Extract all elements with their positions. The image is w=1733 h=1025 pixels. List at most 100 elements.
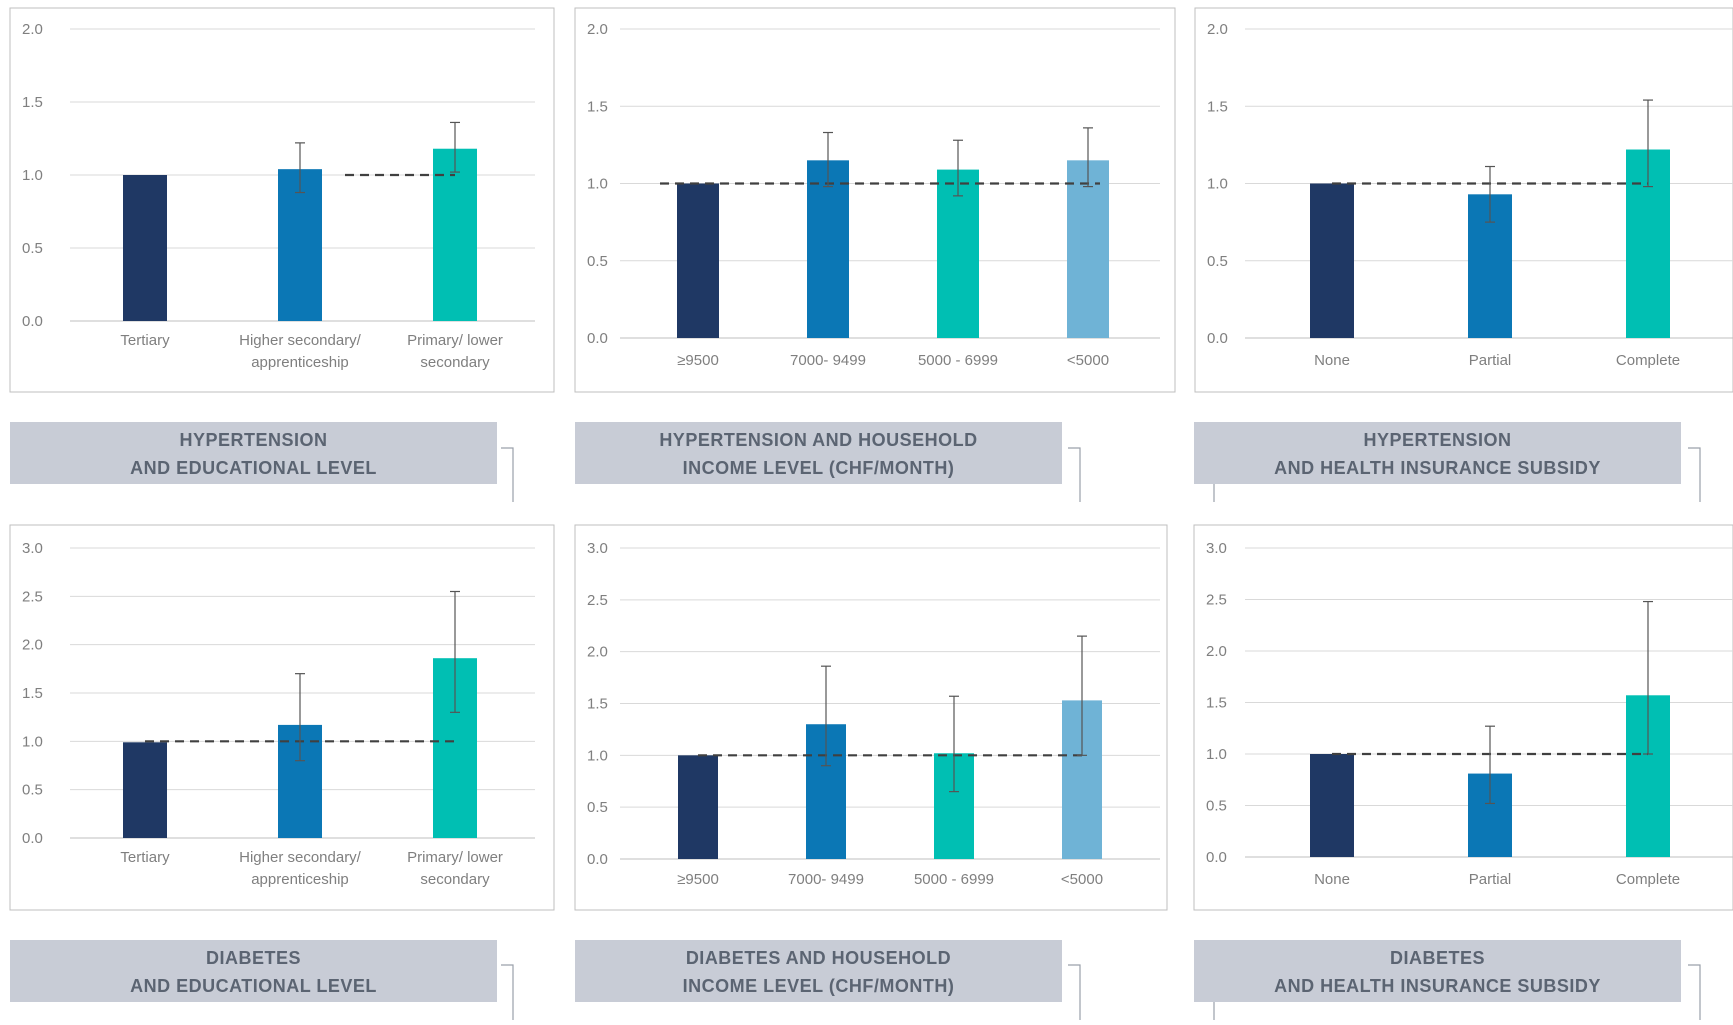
x-tick-label: None — [1314, 871, 1350, 888]
y-tick-label: 2.5 — [22, 588, 43, 605]
bar — [1310, 183, 1354, 338]
bar — [1310, 754, 1354, 857]
y-tick-label: 2.0 — [22, 637, 43, 654]
x-tick-label: Partial — [1469, 352, 1512, 369]
x-tick-label: apprenticeship — [251, 354, 349, 371]
chart-panel-5: 0.0 0.5 1.0 1.5 2.0 2.5 3.0 ≥9500 7000- 9499 5000… — [574, 524, 1168, 1020]
x-tick-label: Higher secondary/ — [239, 332, 362, 349]
y-tick-label: 1.0 — [1207, 176, 1228, 193]
chart-title: INCOME LEVEL (CHF/MONTH) — [683, 976, 955, 996]
bar — [677, 183, 719, 338]
x-tick-label: Tertiary — [120, 332, 170, 349]
chart-title: INCOME LEVEL (CHF/MONTH) — [683, 458, 955, 478]
y-tick-label: 2.0 — [1206, 643, 1227, 660]
y-tick-label: 1.5 — [1206, 695, 1227, 712]
x-tick-label: <5000 — [1067, 352, 1109, 369]
x-tick-label: Primary/ lower — [407, 332, 503, 349]
x-tick-label: Primary/ lower — [407, 849, 503, 866]
x-tick-label: 5000 - 6999 — [918, 352, 998, 369]
y-tick-label: 3.0 — [1206, 540, 1227, 557]
y-tick-label: 1.0 — [22, 733, 43, 750]
y-tick-label: 3.0 — [587, 540, 608, 557]
chart-panel-3: 0.0 0.5 1.0 1.5 2.0 None Partial Complete HYPERT… — [1194, 7, 1733, 502]
chart-title-banner — [575, 422, 1062, 484]
chart-title: HYPERTENSION — [179, 430, 327, 450]
x-tick-label: 7000- 9499 — [788, 871, 864, 888]
y-tick-label: 2.0 — [1207, 21, 1228, 38]
chart-panel-2: 0.0 0.5 1.0 1.5 2.0 ≥9500 7000- 9499 5000 - 699… — [574, 7, 1176, 502]
chart-title: AND HEALTH INSURANCE SUBSIDY — [1274, 458, 1601, 478]
y-tick-label: 0.5 — [22, 240, 43, 257]
chart-title-banner — [575, 940, 1062, 1002]
chart-panel-4: 0.0 0.5 1.0 1.5 2.0 2.5 3.0 Tertiary Higher seco… — [9, 524, 555, 1020]
bar — [123, 175, 167, 321]
banner-bracket — [501, 964, 514, 1020]
chart-title: DIABETES AND HOUSEHOLD — [686, 948, 951, 968]
bar — [1067, 160, 1109, 338]
x-tick-label: ≥9500 — [677, 352, 719, 369]
chart-title: DIABETES — [206, 948, 301, 968]
chart-title: AND EDUCATIONAL LEVEL — [130, 976, 377, 996]
y-tick-label: 2.0 — [22, 21, 43, 38]
banner-bracket — [1688, 447, 1701, 502]
x-tick-label: secondary — [420, 354, 490, 371]
x-tick-label: secondary — [420, 871, 490, 888]
y-tick-label: 1.0 — [587, 747, 608, 764]
y-tick-label: 1.0 — [587, 176, 608, 193]
chart-title: DIABETES — [1390, 948, 1485, 968]
y-tick-label: 0.5 — [587, 253, 608, 270]
x-tick-label: None — [1314, 352, 1350, 369]
y-tick-label: 0.5 — [22, 782, 43, 799]
chart-title-banner — [10, 940, 497, 1002]
bar — [807, 160, 849, 338]
x-tick-label: Complete — [1616, 871, 1680, 888]
chart-title: HYPERTENSION — [1363, 430, 1511, 450]
banner-bracket — [501, 447, 514, 502]
y-tick-label: 0.0 — [587, 851, 608, 868]
y-tick-label: 0.5 — [1206, 798, 1227, 815]
x-tick-label: 5000 - 6999 — [914, 871, 994, 888]
x-tick-label: Tertiary — [120, 849, 170, 866]
y-tick-label: 1.5 — [22, 94, 43, 111]
chart-panel-1: 0.0 0.5 1.0 1.5 2.0 Tertiary Higher secondary/… — [9, 7, 555, 502]
chart-title: HYPERTENSION AND HOUSEHOLD — [659, 430, 977, 450]
chart-title: AND HEALTH INSURANCE SUBSIDY — [1274, 976, 1601, 996]
chart-title-banner — [1194, 940, 1681, 1002]
y-tick-label: 1.5 — [587, 696, 608, 713]
x-tick-label: 7000- 9499 — [790, 352, 866, 369]
x-tick-label: apprenticeship — [251, 871, 349, 888]
y-tick-label: 0.0 — [22, 313, 43, 330]
y-tick-label: 1.5 — [1207, 98, 1228, 115]
x-tick-label: Higher secondary/ — [239, 849, 362, 866]
bar — [123, 742, 167, 838]
y-tick-label: 0.0 — [22, 830, 43, 847]
y-tick-label: 0.0 — [1207, 330, 1228, 347]
chart-title: AND EDUCATIONAL LEVEL — [130, 458, 377, 478]
y-tick-label: 1.5 — [22, 685, 43, 702]
y-tick-label: 0.5 — [1207, 253, 1228, 270]
x-tick-label: ≥9500 — [677, 871, 719, 888]
y-tick-label: 3.0 — [22, 540, 43, 557]
chart-title-banner — [10, 422, 497, 484]
y-tick-label: 2.5 — [587, 592, 608, 609]
x-tick-label: Partial — [1469, 871, 1512, 888]
x-tick-label: <5000 — [1061, 871, 1103, 888]
banner-bracket — [1068, 964, 1081, 1020]
y-tick-label: 2.0 — [587, 644, 608, 661]
banner-bracket — [1068, 447, 1081, 502]
y-tick-label: 0.5 — [587, 799, 608, 816]
bar — [278, 169, 322, 321]
y-tick-label: 1.0 — [22, 167, 43, 184]
y-tick-label: 0.0 — [1206, 849, 1227, 866]
banner-bracket — [1688, 964, 1701, 1020]
chart-title-banner — [1194, 422, 1681, 484]
y-tick-label: 2.0 — [587, 21, 608, 38]
bar — [937, 169, 979, 338]
y-tick-label: 0.0 — [587, 330, 608, 347]
bar — [678, 755, 718, 859]
y-tick-label: 2.5 — [1206, 592, 1227, 609]
x-tick-label: Complete — [1616, 352, 1680, 369]
y-tick-label: 1.0 — [1206, 746, 1227, 763]
bar — [433, 148, 477, 321]
